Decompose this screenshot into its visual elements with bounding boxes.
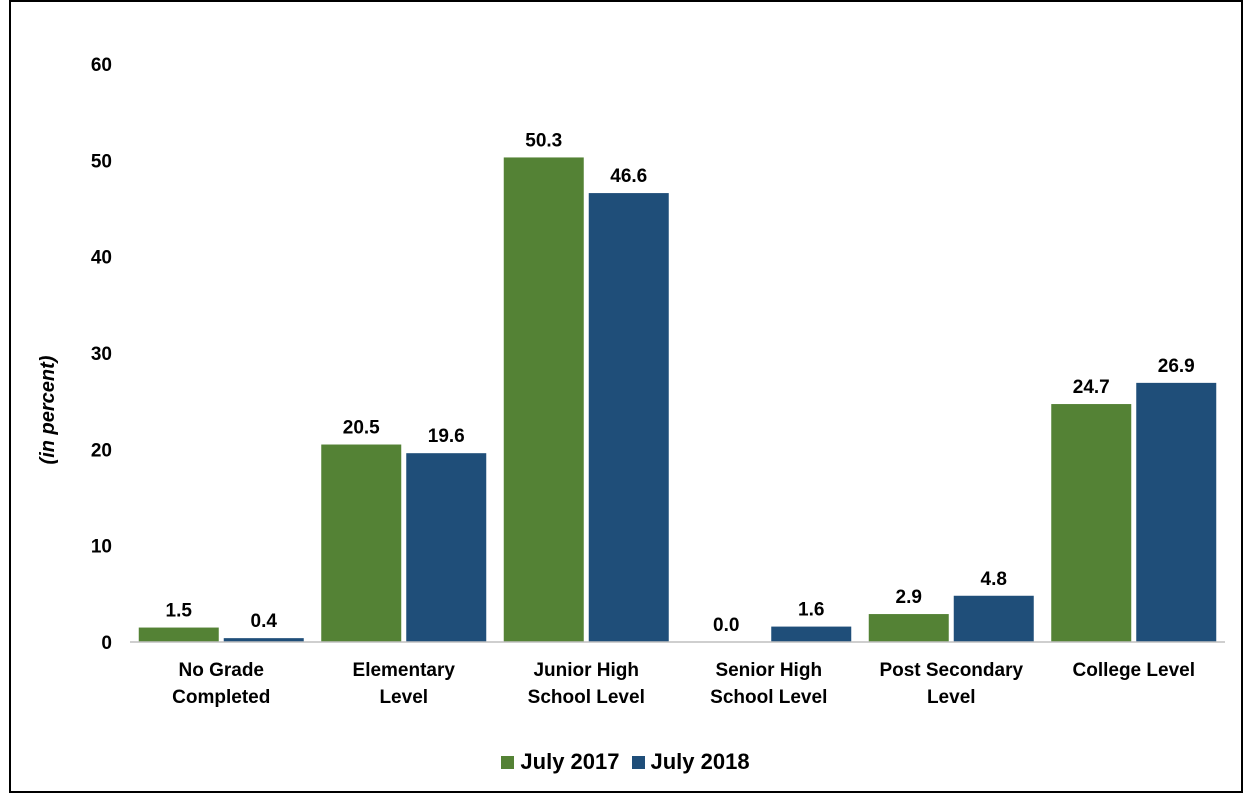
bar xyxy=(406,453,487,642)
data-label: 20.5 xyxy=(343,418,380,439)
data-label: 46.6 xyxy=(610,166,647,187)
legend-item: July 2018 xyxy=(631,749,750,775)
data-label: 19.6 xyxy=(428,426,465,447)
chart-border xyxy=(9,0,1243,793)
legend-item: July 2017 xyxy=(501,749,620,775)
y-tick-label: 30 xyxy=(91,344,112,365)
y-tick-label: 20 xyxy=(91,440,112,461)
bar xyxy=(1051,404,1132,642)
category-label: Level xyxy=(927,687,976,708)
legend-swatch xyxy=(501,755,515,769)
bars xyxy=(138,157,1217,642)
data-label: 2.9 xyxy=(896,587,922,608)
category-label: School Level xyxy=(710,687,827,708)
category-label: Post Secondary xyxy=(879,660,1023,681)
category-label: Level xyxy=(379,687,428,708)
bar xyxy=(223,638,304,642)
category-label: College Level xyxy=(1073,660,1196,681)
legend-swatch xyxy=(631,755,645,769)
y-tick-label: 10 xyxy=(91,537,112,558)
y-axis-label: (in percent) xyxy=(37,355,59,464)
bar xyxy=(771,626,852,642)
data-label: 1.5 xyxy=(166,601,193,622)
y-axis-ticks: 0 10 20 30 40 50 60 xyxy=(91,55,112,654)
y-tick-label: 50 xyxy=(91,151,112,172)
legend-label: July 2017 xyxy=(520,749,620,774)
data-label: 4.8 xyxy=(981,569,1007,590)
bar xyxy=(1136,382,1217,642)
bar xyxy=(138,627,219,642)
category-label: Junior High xyxy=(533,660,639,681)
bar xyxy=(588,193,669,642)
y-tick-label: 0 xyxy=(101,633,112,654)
category-label: Senior High xyxy=(715,660,822,681)
data-labels: 1.5 0.4 20.5 19.6 50.3 46.6 0.0 1.6 2.9 4.8 24.7 26… xyxy=(166,130,1195,636)
bar xyxy=(321,444,402,642)
category-label: No Grade xyxy=(178,660,264,681)
bar xyxy=(503,157,584,642)
category-labels: No Grade Completed Elementary Level Junior H… xyxy=(172,660,1195,708)
legend-label: July 2018 xyxy=(650,749,750,774)
category-label: Elementary xyxy=(353,660,456,681)
data-label: 50.3 xyxy=(525,130,562,151)
data-label: 24.7 xyxy=(1073,377,1110,398)
data-label: 26.9 xyxy=(1158,356,1195,377)
bar xyxy=(868,614,949,642)
category-label: School Level xyxy=(528,687,645,708)
legend: July 2017 July 2018 xyxy=(0,744,1251,780)
data-label: 0.4 xyxy=(251,611,278,632)
y-tick-label: 60 xyxy=(91,55,112,76)
category-label: Completed xyxy=(172,687,270,708)
y-tick-label: 40 xyxy=(91,248,112,269)
data-label: 0.0 xyxy=(713,615,739,636)
bar xyxy=(953,595,1034,642)
data-label: 1.6 xyxy=(798,600,824,621)
